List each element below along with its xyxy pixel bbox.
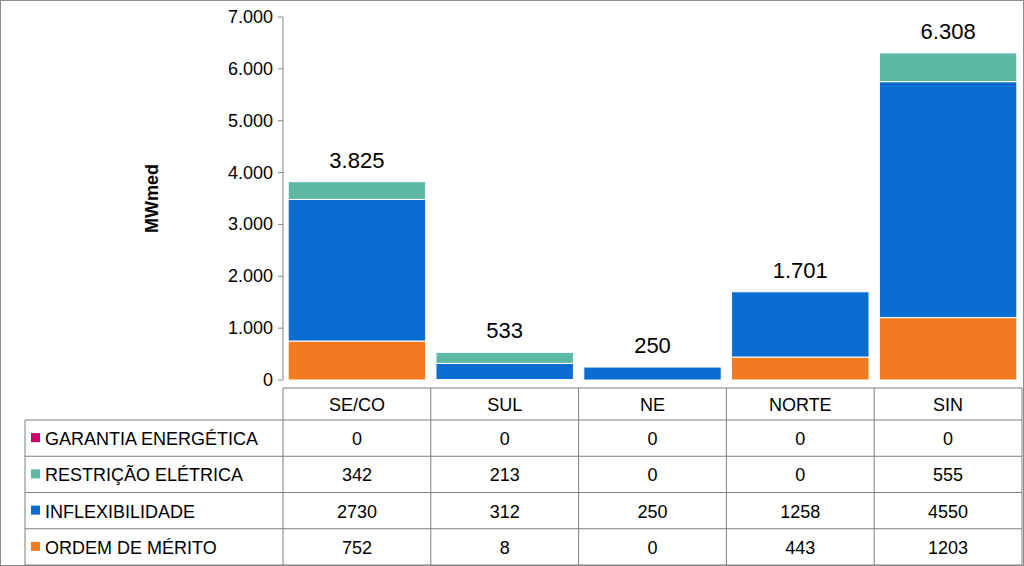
y-axis-title: MWmed [142,164,162,233]
table-line [874,388,875,565]
bar-segment [288,181,425,182]
table-value: 443 [785,538,815,558]
legend-label: RESTRIÇÃO ELÉTRICA [45,464,243,485]
category-label: NE [640,395,665,415]
bar-segment [436,352,573,353]
y-tick-label: 2.000 [228,266,273,286]
legend-swatch [31,469,40,478]
bar-segment [879,82,1016,318]
bar-segment [584,367,721,368]
table-value: 1258 [780,502,820,522]
bar-segment [879,52,1016,53]
y-tick-label: 7.000 [228,7,273,27]
y-tick [278,120,283,121]
bar-segment [288,182,425,200]
y-tick [278,224,283,225]
bar-segment [732,291,869,292]
legend-label: INFLEXIBILIDADE [45,502,195,522]
bar-segment [732,291,869,292]
y-tick [278,276,283,277]
total-label: 6.308 [921,19,976,44]
table-line [25,565,1022,566]
legend-swatch [31,542,40,551]
table-value: 342 [342,465,372,485]
table-line [25,420,1022,421]
page: {"chart_data": { "type": "bar", "stacked… [0,0,1024,566]
legend-swatch [31,433,40,442]
table-value: 555 [933,465,963,485]
table-value: 0 [943,429,953,449]
total-label: 250 [634,333,671,358]
legend-label: GARANTIA ENERGÉTICA [45,429,258,449]
bar-segment [584,367,721,368]
table-value: 752 [342,538,372,558]
bar-segment [288,341,425,380]
table-value: 0 [500,429,510,449]
chart: 0 1.000 2.000 3.000 4.000 5.000 6.000 7.000 MWme… [0,0,1024,566]
y-tick-label: 3.000 [228,214,273,234]
bar-segment [436,352,573,363]
total-label: 533 [486,318,523,343]
y-tick-label: 5.000 [228,111,273,131]
y-tick [278,17,283,18]
table-value: 213 [490,465,520,485]
table-line [283,388,1022,389]
y-tick [278,380,283,381]
category-label: SUL [487,395,522,415]
y-tick-label: 1.000 [228,318,273,338]
y-tick-label: 6.000 [228,59,273,79]
table-value: 1203 [928,538,968,558]
table-value: 312 [490,502,520,522]
bar-segment [288,199,425,341]
bar-segment [732,292,869,357]
bar-segment [436,363,573,379]
table-value: 0 [352,429,362,449]
y-tick-label: 0 [263,370,273,390]
legend-swatch [31,506,40,515]
bar-segment [584,367,721,380]
bar-segment [879,53,1016,82]
table-line [25,528,1022,529]
table-line [578,388,579,565]
bars [288,53,1017,380]
table-value: 250 [637,502,667,522]
table-value: 8 [500,538,510,558]
table-line [25,492,1022,493]
legend-label: ORDEM DE MÉRITO [45,538,217,558]
bar-segment [732,357,869,380]
table-line [430,388,431,565]
table-value: 4550 [928,502,968,522]
bar-segment [879,318,1016,380]
category-label: SIN [933,395,963,415]
table-line [25,420,26,565]
table-value: 0 [795,465,805,485]
total-label: 3.825 [329,148,384,173]
table-line [726,388,727,565]
category-label: NORTE [769,395,832,415]
category-label: SE/CO [329,395,385,415]
table-line [283,388,284,565]
y-tick [278,328,283,329]
y-tick [278,68,283,69]
chart-frame [1,1,1024,566]
y-tick [278,172,283,173]
y-tick-label: 4.000 [228,163,273,183]
table-line [25,456,1022,457]
table-value: 0 [647,429,657,449]
table-value: 2730 [337,502,377,522]
table-value: 0 [647,538,657,558]
table-value: 0 [647,465,657,485]
table-value: 0 [795,429,805,449]
total-label: 1.701 [773,258,828,283]
y-axis [283,17,284,380]
table-line [1022,388,1023,565]
